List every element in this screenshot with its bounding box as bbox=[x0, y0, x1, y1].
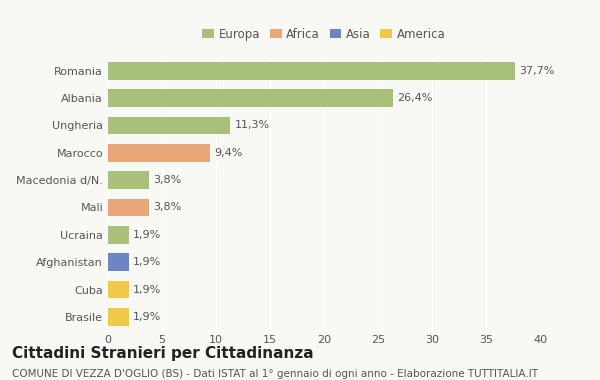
Text: 26,4%: 26,4% bbox=[397, 93, 433, 103]
Text: 1,9%: 1,9% bbox=[133, 257, 161, 267]
Text: 1,9%: 1,9% bbox=[133, 285, 161, 294]
Text: COMUNE DI VEZZA D'OGLIO (BS) - Dati ISTAT al 1° gennaio di ogni anno - Elaborazi: COMUNE DI VEZZA D'OGLIO (BS) - Dati ISTA… bbox=[12, 369, 538, 378]
Text: 9,4%: 9,4% bbox=[214, 148, 242, 158]
Bar bbox=[108, 117, 230, 134]
Bar bbox=[108, 199, 149, 216]
Legend: Europa, Africa, Asia, America: Europa, Africa, Asia, America bbox=[197, 23, 451, 46]
Bar bbox=[108, 171, 149, 189]
Bar bbox=[108, 144, 209, 162]
Bar bbox=[108, 281, 128, 298]
Text: 3,8%: 3,8% bbox=[154, 203, 182, 212]
Bar bbox=[108, 62, 515, 79]
Text: 1,9%: 1,9% bbox=[133, 230, 161, 240]
Text: 37,7%: 37,7% bbox=[520, 66, 555, 76]
Text: 11,3%: 11,3% bbox=[235, 120, 269, 130]
Bar bbox=[108, 226, 128, 244]
Bar bbox=[108, 89, 393, 107]
Bar bbox=[108, 308, 128, 326]
Text: 1,9%: 1,9% bbox=[133, 312, 161, 322]
Text: Cittadini Stranieri per Cittadinanza: Cittadini Stranieri per Cittadinanza bbox=[12, 346, 314, 361]
Text: 3,8%: 3,8% bbox=[154, 175, 182, 185]
Bar bbox=[108, 253, 128, 271]
